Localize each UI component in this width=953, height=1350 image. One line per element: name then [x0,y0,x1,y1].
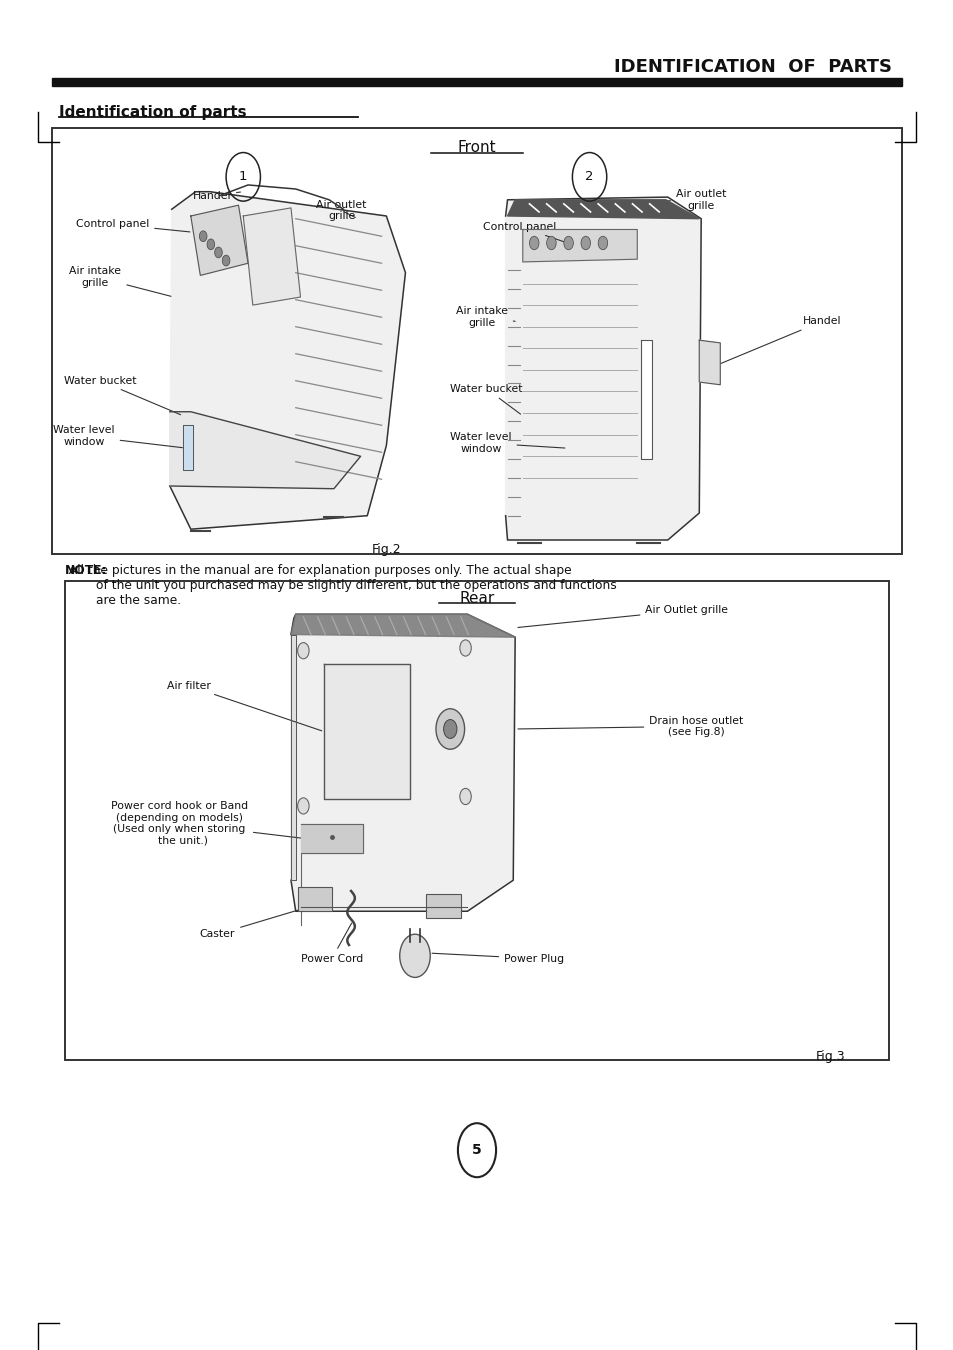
Circle shape [563,236,573,250]
Text: Air Outlet grille: Air Outlet grille [517,605,728,628]
Text: NOTE:: NOTE: [65,564,108,578]
Text: Fig.3: Fig.3 [815,1050,844,1064]
Polygon shape [522,230,637,262]
Circle shape [459,640,471,656]
Text: Power Cord: Power Cord [300,923,363,964]
Circle shape [598,236,607,250]
Bar [52,128,901,554]
Circle shape [436,709,464,749]
Text: 5: 5 [472,1143,481,1157]
Text: Air filter: Air filter [167,680,321,730]
Text: 1: 1 [239,170,247,184]
Text: Water bucket: Water bucket [64,375,180,414]
Polygon shape [170,192,405,529]
Polygon shape [170,412,360,489]
Text: Water level
window: Water level window [450,432,564,454]
Text: 2: 2 [585,170,593,184]
Polygon shape [324,664,410,799]
Polygon shape [291,634,295,880]
Text: Rear: Rear [459,591,494,606]
Circle shape [199,231,207,242]
Circle shape [546,236,556,250]
Polygon shape [291,614,515,911]
Polygon shape [505,197,700,540]
Circle shape [297,643,309,659]
Circle shape [459,788,471,805]
Text: Power Plug: Power Plug [432,953,564,964]
Text: Air intake
grille: Air intake grille [70,266,171,296]
Text: Control panel: Control panel [483,221,564,242]
Text: Front: Front [457,140,496,155]
Text: Control panel: Control panel [76,219,190,232]
Circle shape [214,247,222,258]
Polygon shape [300,824,362,853]
Polygon shape [183,425,193,470]
Polygon shape [243,208,300,305]
Text: Caster: Caster [199,906,314,940]
Circle shape [580,236,590,250]
Text: Handel: Handel [720,316,841,363]
Text: All the pictures in the manual are for explanation purposes only. The actual sha: All the pictures in the manual are for e… [65,564,616,608]
Bar [297,887,332,911]
Circle shape [443,720,456,738]
Text: Handel: Handel [193,190,240,201]
Text: Drain hose outlet
(see Fig.8): Drain hose outlet (see Fig.8) [517,716,742,737]
Text: Air outlet
grille: Air outlet grille [316,200,366,221]
Polygon shape [640,340,651,459]
Text: Power cord hook or Band
(depending on models)
(Used only when storing
  the unit: Power cord hook or Band (depending on mo… [111,801,300,846]
Polygon shape [191,205,248,275]
Text: Fig.2: Fig.2 [372,543,401,556]
Bar [65,580,888,1060]
Polygon shape [291,614,515,637]
Text: Identification of parts: Identification of parts [59,105,247,120]
Polygon shape [507,200,699,219]
Circle shape [399,934,430,977]
Circle shape [297,798,309,814]
Circle shape [207,239,214,250]
Bar [52,78,901,86]
Text: Air intake
grille: Air intake grille [456,306,515,328]
Text: IDENTIFICATION  OF  PARTS: IDENTIFICATION OF PARTS [614,58,891,76]
Circle shape [529,236,538,250]
Circle shape [222,255,230,266]
Text: Air outlet
grille: Air outlet grille [660,189,725,211]
Text: Water bucket: Water bucket [450,383,522,414]
Bar [426,894,460,918]
Polygon shape [699,340,720,385]
Text: Water level
window: Water level window [53,425,184,448]
